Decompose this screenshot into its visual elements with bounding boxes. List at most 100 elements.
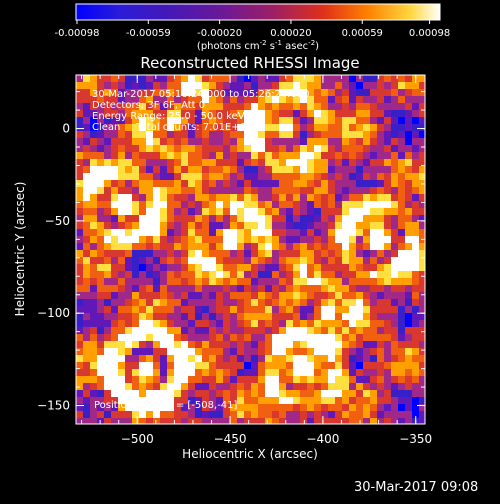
heatmap-cell <box>377 271 384 278</box>
heatmap-cell <box>237 96 244 103</box>
heatmap-cell <box>76 292 83 299</box>
heatmap-cell <box>419 222 425 229</box>
heatmap-cell <box>139 285 146 292</box>
heatmap-cell <box>251 390 258 397</box>
heatmap-cell <box>83 187 90 194</box>
heatmap-cell <box>265 264 272 271</box>
heatmap-cell <box>139 89 146 96</box>
heatmap-cell <box>419 383 425 390</box>
heatmap-cell <box>342 124 349 131</box>
heatmap-cell <box>160 166 167 173</box>
heatmap-cell <box>321 82 328 89</box>
heatmap-cell <box>377 313 384 320</box>
heatmap-cell <box>167 243 174 250</box>
heatmap-cell <box>335 299 342 306</box>
heatmap-cell <box>174 250 181 257</box>
heatmap-cell <box>342 215 349 222</box>
heatmap-cell <box>265 222 272 229</box>
heatmap-cell <box>384 159 391 166</box>
heatmap-cell <box>391 180 398 187</box>
heatmap-cell <box>132 250 139 257</box>
heatmap-cell <box>293 229 300 236</box>
heatmap-cell <box>209 278 216 285</box>
heatmap-cell <box>195 96 202 103</box>
heatmap-cell <box>76 138 83 145</box>
heatmap-cell <box>202 229 209 236</box>
heatmap-cell <box>139 355 146 362</box>
heatmap-cell <box>125 369 132 376</box>
heatmap-cell <box>265 334 272 341</box>
heatmap-cell <box>370 117 377 124</box>
heatmap-cell <box>104 250 111 257</box>
heatmap-cell <box>412 292 419 299</box>
heatmap-cell <box>181 82 188 89</box>
heatmap-cell <box>174 362 181 369</box>
heatmap-cell <box>405 243 412 250</box>
heatmap-cell <box>146 138 153 145</box>
heatmap-cell <box>377 355 384 362</box>
heatmap-cell <box>188 278 195 285</box>
heatmap-cell <box>391 222 398 229</box>
heatmap-cell <box>223 355 230 362</box>
annotation-line: Detectors: 3F 6F, Att 0 <box>92 100 205 111</box>
heatmap-cell <box>265 355 272 362</box>
heatmap-cell <box>132 418 139 424</box>
heatmap-cell <box>405 278 412 285</box>
heatmap-cell <box>146 341 153 348</box>
heatmap-cell <box>265 278 272 285</box>
heatmap-cell <box>279 201 286 208</box>
heatmap-cell <box>391 103 398 110</box>
heatmap-cell <box>139 313 146 320</box>
heatmap-cell <box>167 89 174 96</box>
heatmap-cell <box>216 334 223 341</box>
heatmap-cell <box>146 264 153 271</box>
heatmap-cell <box>363 138 370 145</box>
heatmap-cell <box>244 159 251 166</box>
heatmap-cell <box>132 201 139 208</box>
heatmap-cell <box>405 341 412 348</box>
heatmap-cell <box>195 320 202 327</box>
heatmap-cell <box>398 75 405 82</box>
heatmap-cell <box>265 411 272 418</box>
heatmap-cell <box>251 355 258 362</box>
heatmap-cell <box>125 96 132 103</box>
heatmap-cell <box>272 397 279 404</box>
heatmap-cell <box>181 306 188 313</box>
heatmap-cell <box>328 348 335 355</box>
heatmap-cell <box>188 131 195 138</box>
heatmap-cell <box>286 369 293 376</box>
heatmap-cell <box>265 166 272 173</box>
heatmap-cell <box>188 243 195 250</box>
heatmap-cell <box>300 152 307 159</box>
heatmap-cell <box>335 418 342 424</box>
heatmap-cell <box>356 89 363 96</box>
heatmap-cell <box>251 271 258 278</box>
heatmap-cell <box>216 236 223 243</box>
heatmap-cell <box>118 369 125 376</box>
heatmap-cell <box>244 292 251 299</box>
heatmap-cell <box>335 278 342 285</box>
heatmap-cell <box>111 355 118 362</box>
heatmap-cell <box>244 264 251 271</box>
heatmap-cell <box>111 418 118 424</box>
colorbar-tick-label: 0.00020 <box>270 28 311 39</box>
heatmap-cell <box>321 341 328 348</box>
heatmap-cell <box>202 208 209 215</box>
heatmap-cell <box>167 355 174 362</box>
heatmap-cell <box>167 341 174 348</box>
heatmap-cell <box>97 292 104 299</box>
heatmap-cell <box>202 187 209 194</box>
heatmap-cell <box>90 299 97 306</box>
heatmap-cell <box>321 257 328 264</box>
heatmap-cell <box>398 180 405 187</box>
heatmap-cell <box>125 180 132 187</box>
heatmap-cell <box>377 117 384 124</box>
heatmap-cell <box>125 131 132 138</box>
heatmap-cell <box>181 369 188 376</box>
heatmap-cell <box>216 271 223 278</box>
heatmap-cell <box>153 250 160 257</box>
heatmap-cell <box>146 117 153 124</box>
heatmap-cell <box>132 236 139 243</box>
heatmap-cell <box>244 180 251 187</box>
heatmap-cell <box>391 145 398 152</box>
